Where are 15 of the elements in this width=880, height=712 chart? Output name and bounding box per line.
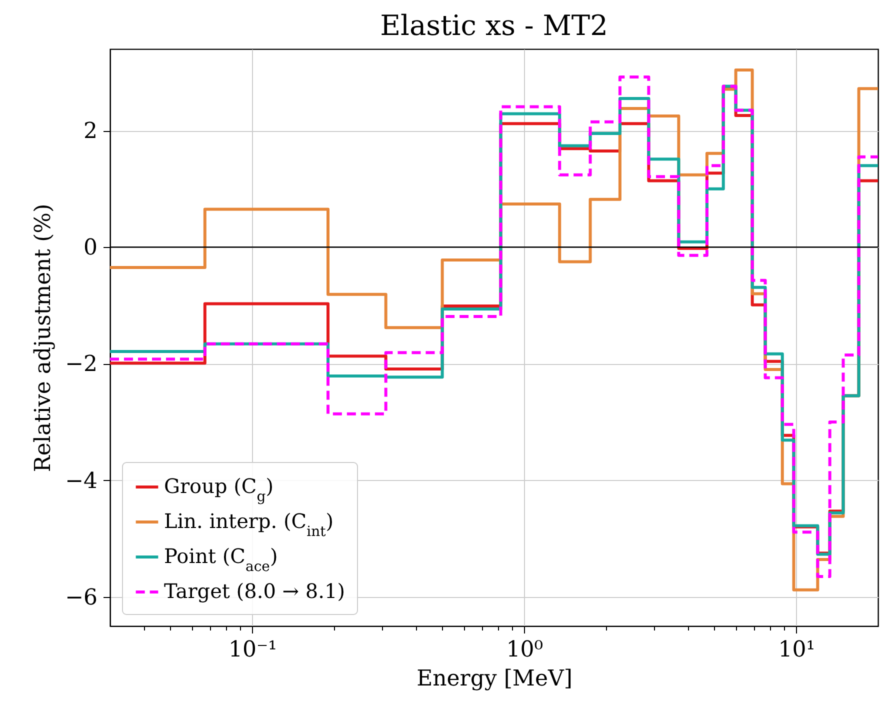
y-tick-label: 2 — [84, 119, 98, 144]
y-tick-label: −4 — [65, 468, 98, 494]
x-axis-title: Energy [MeV] — [416, 666, 572, 692]
legend-label: Target (8.0 → 8.1) — [164, 579, 345, 603]
legend-label: Point (C$_{ace}$) — [164, 544, 278, 575]
y-tick-label: −2 — [65, 352, 98, 378]
x-tick-label: 10¹ — [778, 638, 816, 662]
legend-label: Group (C$_{g}$) — [164, 474, 274, 505]
y-tick-label: −6 — [65, 585, 98, 610]
y-tick-label: 0 — [84, 236, 98, 261]
x-tick-label: 10⁰ — [506, 638, 544, 662]
legend-label: Lin. interp. (C$_{int}$) — [164, 509, 334, 540]
y-axis-title: Relative adjustment (%) — [31, 204, 56, 472]
chart-title: Elastic xs - MT2 — [380, 9, 608, 42]
x-tick-label: 10⁻¹ — [228, 638, 277, 662]
